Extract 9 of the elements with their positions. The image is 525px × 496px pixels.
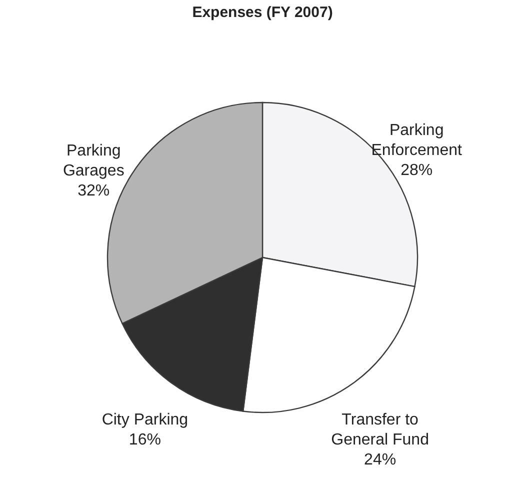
slice-label: City Parking (102, 411, 188, 428)
slice-label: Parking Garages (62, 142, 124, 180)
data-label: 32% (78, 182, 110, 200)
data-label: 24% (364, 451, 396, 468)
data-label: 16% (128, 431, 161, 448)
data-label: 28% (400, 162, 433, 180)
slice-label: Parking Enforcement (371, 122, 463, 160)
slice-label: Transfer to General Fund (331, 411, 429, 448)
chart-title: Expenses (FY 2007) (192, 4, 333, 21)
